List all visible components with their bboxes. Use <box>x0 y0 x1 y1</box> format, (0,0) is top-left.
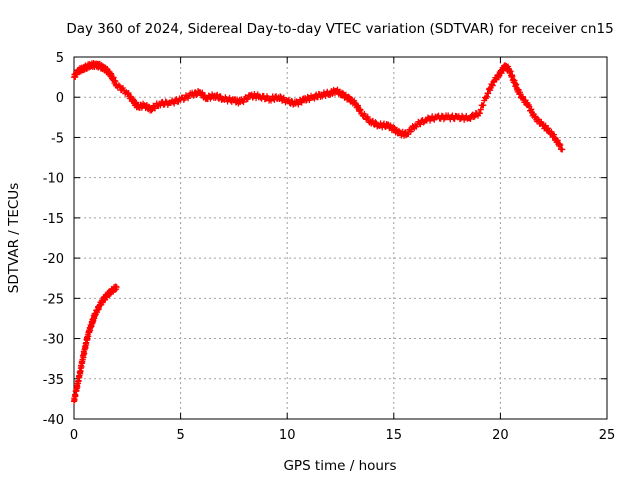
x-tick-label: 10 <box>279 428 296 443</box>
data-point <box>424 114 431 121</box>
data-point <box>240 99 247 106</box>
data-point <box>152 105 159 112</box>
x-axis-label: GPS time / hours <box>283 458 396 474</box>
y-tick-label: 5 <box>56 51 64 66</box>
data-point <box>185 95 192 102</box>
data-point <box>244 95 251 102</box>
data-point <box>470 114 477 121</box>
x-tick-label: 15 <box>386 428 403 443</box>
x-tick-label: 20 <box>492 428 509 443</box>
data-point <box>364 113 371 120</box>
y-tick-label: 0 <box>56 91 64 106</box>
data-point <box>559 146 566 153</box>
x-tick-label: 0 <box>70 428 78 443</box>
data-point <box>171 100 178 107</box>
data-point <box>483 93 490 100</box>
x-axis-ticks: 0 5 10 15 20 25 <box>70 57 615 443</box>
data-point <box>277 93 284 100</box>
data-point <box>113 284 120 291</box>
y-tick-label: -30 <box>43 333 64 348</box>
data-point <box>115 82 122 89</box>
y-tick-label: -25 <box>43 292 64 307</box>
y-axis-label: SDTVAR / TECUs <box>6 183 22 293</box>
data-point <box>532 113 539 120</box>
y-axis-ticks: 5 0 -5 -10 -15 -20 -25 -30 -35 -40 <box>43 51 607 428</box>
data-point <box>480 102 487 109</box>
data-point <box>162 98 169 105</box>
y-tick-label: -15 <box>43 212 64 227</box>
y-tick-label: -35 <box>43 373 64 388</box>
y-tick-label: -5 <box>51 131 64 146</box>
data-point <box>413 123 420 130</box>
data-point <box>226 94 233 101</box>
data-point <box>467 116 474 123</box>
data-point <box>417 121 424 128</box>
y-tick-label: -10 <box>43 172 64 187</box>
data-point <box>477 106 484 113</box>
y-tick-label: -40 <box>43 413 64 428</box>
data-point <box>372 119 379 126</box>
chart-title: Day 360 of 2024, Sidereal Day-to-day VTE… <box>66 21 613 37</box>
data-markers <box>71 60 566 405</box>
data-point <box>534 116 541 123</box>
plot-frame <box>73 56 608 420</box>
x-tick-label: 5 <box>176 428 184 443</box>
x-tick-label: 25 <box>599 428 616 443</box>
y-tick-label: -20 <box>43 252 64 267</box>
data-point <box>116 83 123 90</box>
data-point <box>476 110 483 117</box>
